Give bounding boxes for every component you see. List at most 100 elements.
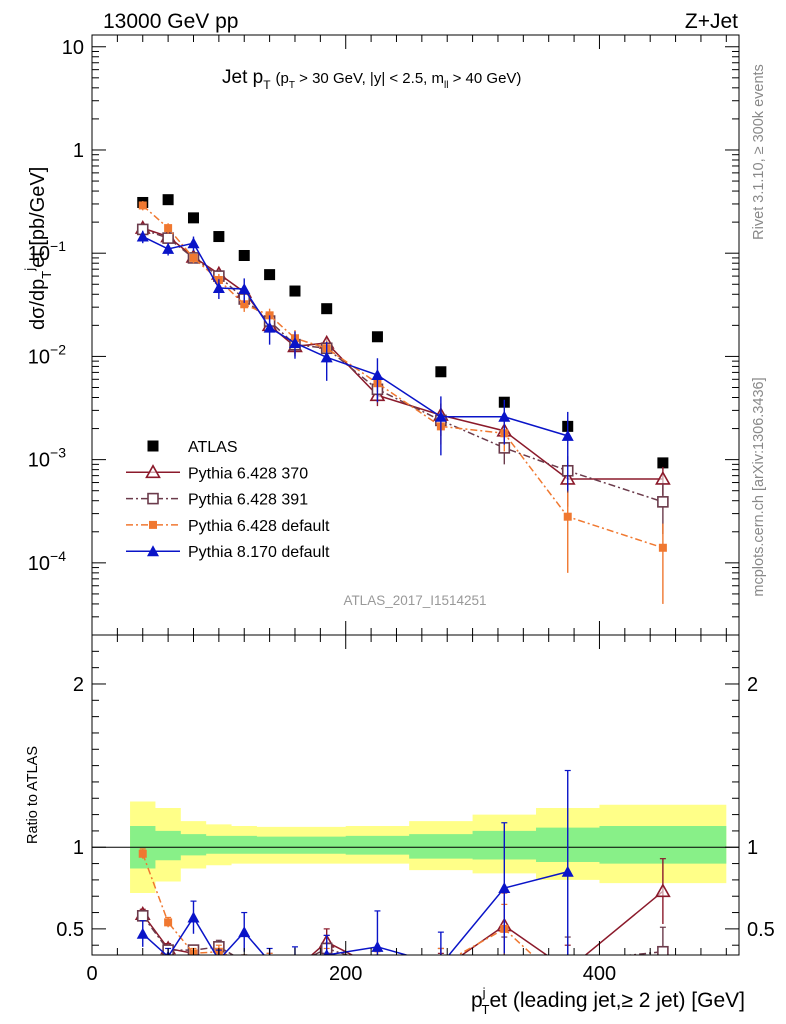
data-point bbox=[187, 212, 199, 224]
ratio-point bbox=[164, 918, 173, 927]
data-point bbox=[288, 336, 301, 348]
y-tick-label: 10−3 bbox=[28, 445, 66, 472]
ratio-point bbox=[264, 956, 276, 967]
ratio-y-tick-label: 0.5 bbox=[56, 919, 84, 941]
legend: ATLAS Pythia 6.428 370 Pythia 6.428 391 Pyt… bbox=[126, 439, 330, 561]
process-label: Z+Jet bbox=[685, 10, 738, 33]
data-point bbox=[434, 410, 447, 422]
x-axis-label: pj Tet (leading jet,≥ 2 jet) [GeV] bbox=[471, 985, 745, 1017]
legend-marker bbox=[147, 492, 159, 505]
legend-label: Pythia 6.428 391 bbox=[188, 492, 308, 509]
series-line bbox=[142, 235, 568, 437]
title-mass-cut: > 40 GeV) bbox=[448, 70, 521, 87]
ratio-point bbox=[266, 958, 274, 966]
ratio-y-tick-label: 1 bbox=[73, 837, 84, 859]
top-y-axis-label: dσ/dpTjet [pb/GeV] bbox=[22, 167, 54, 330]
data-point bbox=[187, 237, 200, 249]
data-point bbox=[138, 201, 147, 210]
legend-label: ATLAS bbox=[188, 439, 238, 456]
ratio-point bbox=[436, 960, 446, 970]
legend-item: Pythia 6.428 391 bbox=[126, 492, 308, 509]
ratio-point bbox=[434, 963, 447, 975]
ratio-y-tick-label-right: 2 bbox=[747, 674, 758, 696]
plot-title: Jet pT (pT > 30 GeV, |y| < 2.5, mll > 40 … bbox=[222, 67, 521, 92]
series-atlas bbox=[137, 194, 669, 469]
ratio-point bbox=[323, 949, 330, 955]
ratio-point bbox=[371, 962, 384, 974]
data-point bbox=[263, 321, 276, 333]
x-tick-label: 400 bbox=[583, 963, 616, 985]
data-point bbox=[371, 369, 384, 381]
series-pythia-6-428-370 bbox=[134, 219, 671, 507]
data-point bbox=[162, 232, 174, 244]
legend-item: Pythia 8.170 default bbox=[126, 544, 330, 561]
energy-label: 13000 GeV pp bbox=[103, 10, 238, 33]
ratio-point bbox=[290, 960, 300, 970]
series-pythia-6-428-391 bbox=[136, 223, 669, 535]
data-point bbox=[213, 231, 225, 243]
title-paren-sub: T bbox=[289, 80, 295, 91]
data-point bbox=[189, 253, 198, 262]
ratio-point bbox=[371, 940, 384, 952]
ratio-point bbox=[187, 911, 200, 923]
ratio-line bbox=[142, 871, 568, 955]
ratio-point bbox=[138, 849, 147, 858]
legend-label: Pythia 8.170 default bbox=[188, 544, 330, 561]
title-main-sub: T bbox=[263, 78, 271, 92]
ratio-point bbox=[243, 953, 246, 955]
legend-marker bbox=[147, 545, 159, 557]
series-pythia-8-170-default bbox=[136, 230, 574, 491]
ratio-line bbox=[142, 890, 664, 955]
ratio-point bbox=[218, 953, 220, 955]
ratio-point bbox=[373, 958, 381, 966]
y-tick-label: 10−1 bbox=[28, 238, 66, 265]
ratio-point bbox=[563, 957, 573, 967]
ratio-point bbox=[238, 926, 251, 938]
ratio-point bbox=[294, 953, 296, 955]
data-point bbox=[321, 303, 333, 315]
title-main: Jet p bbox=[222, 67, 263, 88]
y-tick-label: 1 bbox=[73, 140, 84, 162]
ratio-point bbox=[561, 963, 574, 975]
data-point bbox=[657, 457, 669, 469]
data-point bbox=[498, 410, 511, 422]
x-tick-label: 0 bbox=[86, 963, 97, 985]
data-point bbox=[238, 282, 251, 294]
x-tick-label: 200 bbox=[329, 963, 362, 985]
rivet-version-label: Rivet 3.1.10, ≥ 300k events bbox=[751, 64, 767, 240]
analysis-id: ATLAS_2017_I1514251 bbox=[343, 593, 486, 608]
ratio-y-tick-label: 2 bbox=[73, 674, 84, 696]
legend-item: Pythia 6.428 370 bbox=[126, 464, 308, 482]
data-point bbox=[658, 543, 667, 552]
ratio-y-tick-label-right: 1 bbox=[747, 837, 758, 859]
title-cuts: > 30 GeV, |y| < 2.5, m bbox=[295, 70, 444, 87]
data-point bbox=[561, 429, 574, 441]
y-tick-label: 10−4 bbox=[28, 548, 66, 575]
ratio-point bbox=[437, 961, 445, 969]
ratio-point bbox=[657, 945, 669, 955]
ratio-point bbox=[240, 958, 248, 966]
data-point bbox=[435, 366, 447, 378]
ratio-point bbox=[136, 927, 149, 939]
mcplots-label: mcplots.cern.ch [arXiv:1306.3436] bbox=[751, 377, 767, 596]
legend-marker bbox=[149, 520, 157, 529]
ratio-point bbox=[655, 883, 671, 898]
data-point bbox=[264, 269, 276, 281]
ratio-point bbox=[239, 957, 249, 967]
legend-marker bbox=[145, 464, 161, 479]
ratio-point bbox=[561, 865, 574, 877]
data-point bbox=[136, 230, 149, 242]
title-m-sub: ll bbox=[444, 80, 448, 91]
title-paren-open: (p bbox=[276, 70, 289, 87]
data-point bbox=[212, 282, 225, 294]
data-point bbox=[238, 249, 250, 261]
data-point bbox=[164, 224, 173, 233]
y-tick-label: 10 bbox=[62, 37, 84, 59]
ratio-point bbox=[136, 910, 149, 922]
ratio-point bbox=[288, 963, 301, 975]
legend-marker bbox=[147, 440, 159, 452]
data-point bbox=[657, 496, 669, 508]
ratio-point bbox=[435, 959, 447, 970]
data-point bbox=[240, 300, 249, 309]
